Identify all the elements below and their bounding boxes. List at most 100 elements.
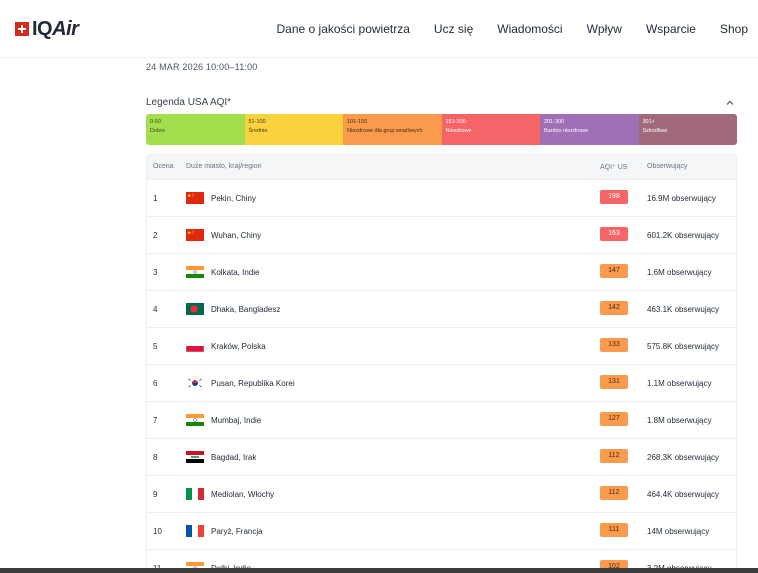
followers-cell: 1.6M obserwujący xyxy=(647,268,712,277)
followers-cell: 464.4K obserwujący xyxy=(647,490,720,499)
followers-cell: 575.8K obserwujący xyxy=(647,342,720,351)
table-row[interactable]: 3 Kolkata, Indie 147 1.6M obserwujący xyxy=(147,253,736,290)
city-link[interactable]: Kolkata, Indie xyxy=(211,268,260,277)
top-navigation-bar: IQAir Dane o jakości powietrza Ucz się W… xyxy=(0,0,758,58)
legend-range: 101-150 xyxy=(347,119,368,125)
logo-text: IQAir xyxy=(32,18,79,40)
aqi-badge: 112 xyxy=(600,449,628,463)
legend-label: Niezdrowe xyxy=(445,128,472,134)
legend-segment: 101-150 Niezdrowe dla grup wrażliwych xyxy=(343,114,442,145)
legend-label: Dobre xyxy=(150,128,165,134)
india-flag-icon xyxy=(186,266,204,278)
aqi-badge: 133 xyxy=(600,338,628,352)
header-followers: Obserwujący xyxy=(647,163,688,170)
legend-title: Legenda USA AQI* xyxy=(146,97,232,108)
city-link[interactable]: Paryż, Francja xyxy=(211,527,263,536)
italy-flag-icon xyxy=(186,488,204,500)
chevron-up-icon[interactable] xyxy=(724,97,736,109)
table-header: Ocena Duże miasto, kraj/region AQI⁺ US O… xyxy=(147,155,736,179)
header-rank: Ocena xyxy=(153,163,174,170)
followers-cell: 463.1K obserwujący xyxy=(647,305,720,314)
city-ranking-table: Ocena Duże miasto, kraj/region AQI⁺ US O… xyxy=(146,154,737,573)
city-link[interactable]: Pusan, Republika Korei xyxy=(211,379,295,388)
aqi-badge: 127 xyxy=(600,412,628,426)
table-row[interactable]: 7 Mumbaj, Indie 127 1.8M obserwujący xyxy=(147,401,736,438)
legend-segment: 51-100 Średnie xyxy=(244,114,343,145)
nav-item-news[interactable]: Wiadomości xyxy=(497,22,563,36)
legend-label: Średnie xyxy=(248,128,268,134)
legend-segment: 201-300 Bardzo niezdrowe xyxy=(540,114,639,145)
followers-cell: 1.8M obserwujący xyxy=(647,416,712,425)
table-row[interactable]: 2 Wuhan, Chiny 163 601.2K obserwujący xyxy=(147,216,736,253)
aqi-badge: 142 xyxy=(600,301,628,315)
rank-cell: 2 xyxy=(153,231,158,240)
table-row[interactable]: 9 Mediolan, Włochy 112 464.4K obserwujący xyxy=(147,475,736,512)
table-row[interactable]: 1 Pekin, Chiny 198 16.9M obserwujący xyxy=(147,179,736,216)
rank-cell: 6 xyxy=(153,379,158,388)
china-flag-icon xyxy=(186,192,204,204)
legend-segment: 151-200 Niezdrowe xyxy=(441,114,540,145)
rank-cell: 3 xyxy=(153,268,158,277)
iqair-logo[interactable]: IQAir xyxy=(15,18,79,40)
followers-cell: 601.2K obserwujący xyxy=(647,231,720,240)
legend-segment: 0-50 Dobre xyxy=(146,114,245,145)
nav-item-air-quality-data[interactable]: Dane o jakości powietrza xyxy=(276,22,410,36)
rank-cell: 1 xyxy=(153,194,158,203)
swiss-cross-icon xyxy=(15,22,29,36)
city-link[interactable]: Mediolan, Włochy xyxy=(211,490,275,499)
aqi-badge: 131 xyxy=(600,375,628,389)
city-link[interactable]: Kraków, Polska xyxy=(211,342,266,351)
france-flag-icon xyxy=(186,525,204,537)
rank-cell: 8 xyxy=(153,453,158,462)
city-link[interactable]: Bagdad, Irak xyxy=(211,453,257,462)
header-city: Duże miasto, kraj/region xyxy=(186,163,262,170)
nav-item-shop[interactable]: Shop xyxy=(719,22,748,36)
legend-range: 301+ xyxy=(642,119,655,125)
aqi-badge: 111 xyxy=(600,523,628,537)
table-row[interactable]: 10 Paryż, Francja 111 14M obserwujący xyxy=(147,512,736,549)
india-flag-icon xyxy=(186,414,204,426)
city-link[interactable]: Wuhan, Chiny xyxy=(211,231,262,240)
legend-range: 0-50 xyxy=(150,119,162,125)
rank-cell: 7 xyxy=(153,416,158,425)
legend-label: Bardzo niezdrowe xyxy=(544,128,589,134)
rank-cell: 4 xyxy=(153,305,158,314)
rank-cell: 9 xyxy=(153,490,158,499)
aqi-badge: 147 xyxy=(600,264,628,278)
table-row[interactable]: 5 Kraków, Polska 133 575.8K obserwujący xyxy=(147,327,736,364)
south-korea-flag-icon xyxy=(186,377,204,389)
nav-item-learn[interactable]: Ucz się xyxy=(433,22,474,36)
legend-range: 201-300 xyxy=(544,119,565,125)
city-link[interactable]: Mumbaj, Indie xyxy=(211,416,262,425)
aqi-badge: 163 xyxy=(600,227,628,241)
legend-range: 151-200 xyxy=(445,119,466,125)
followers-cell: 14M obserwujący xyxy=(647,527,710,536)
rank-cell: 10 xyxy=(153,527,162,536)
bottom-edge-strip xyxy=(0,568,758,573)
china-flag-icon xyxy=(186,229,204,241)
followers-cell: 16.9M obserwujący xyxy=(647,194,716,203)
table-row[interactable]: 8 Bagdad, Irak 112 268.3K obserwujący xyxy=(147,438,736,475)
legend-range: 51-100 xyxy=(248,119,266,125)
nav-item-impact[interactable]: Wpływ xyxy=(586,22,622,36)
table-row[interactable]: 4 Dhaka, Bangladesz 142 463.1K obserwujący xyxy=(147,290,736,327)
legend-label: Szkodliwe xyxy=(642,128,668,134)
rank-cell: 5 xyxy=(153,342,158,351)
followers-cell: 268.3K obserwujący xyxy=(647,453,720,462)
followers-cell: 1.1M obserwujący xyxy=(647,379,712,388)
ranking-timestamp: 24 MAR 2026 10:00–11:00 xyxy=(146,62,258,72)
table-row[interactable]: 6 Pusan, Republika Korei 131 1.1M obserwują… xyxy=(147,364,736,401)
nav-item-support[interactable]: Wsparcie xyxy=(645,22,696,36)
aqi-legend-bar: 0-50 Dobre 51-100 Średnie 101-150 Niezdrowe d… xyxy=(146,114,737,145)
city-link[interactable]: Dhaka, Bangladesz xyxy=(211,305,281,314)
iraq-flag-icon xyxy=(186,451,204,463)
aqi-badge: 198 xyxy=(600,190,628,204)
poland-flag-icon xyxy=(186,340,204,352)
legend-segment: 301+ Szkodliwe xyxy=(638,114,737,145)
main-nav: Dane o jakości powietrza Ucz się Wiadomo… xyxy=(253,22,749,36)
legend-label: Niezdrowe dla grup wrażliwych xyxy=(347,128,423,134)
header-aqi: AQI⁺ US xyxy=(600,164,628,171)
aqi-badge: 112 xyxy=(600,486,628,500)
bangladesh-flag-icon xyxy=(186,303,204,315)
city-link[interactable]: Pekin, Chiny xyxy=(211,194,256,203)
